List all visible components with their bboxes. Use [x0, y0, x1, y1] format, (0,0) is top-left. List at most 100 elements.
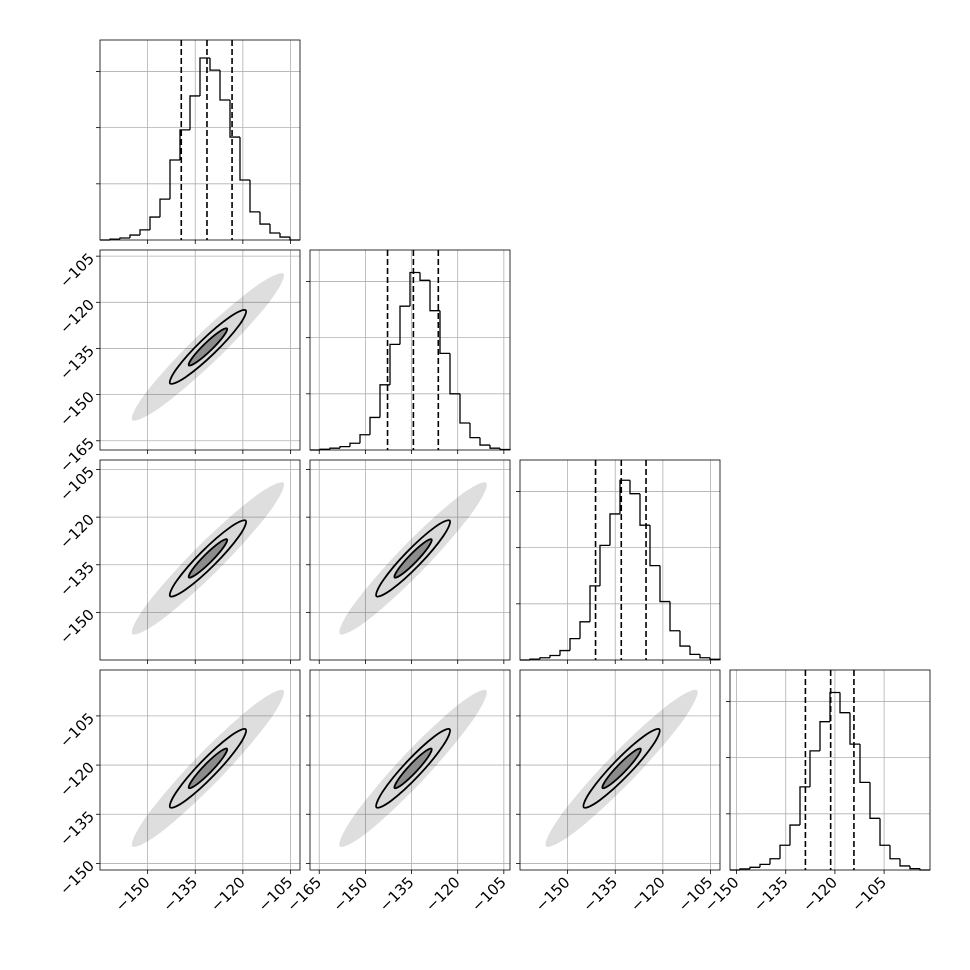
hist-bin — [549, 654, 560, 658]
y-tick-label: −120 — [56, 510, 98, 552]
hist-bin — [199, 57, 210, 96]
panel-frame — [99, 669, 301, 871]
panel-frame — [519, 459, 721, 661]
hist-bin — [389, 343, 400, 385]
panel-frame — [99, 249, 301, 451]
hist-bin — [789, 824, 800, 846]
hist-bin — [229, 100, 240, 138]
hist-bin — [429, 280, 440, 312]
hist-bin — [139, 229, 150, 236]
hist-bin — [569, 638, 580, 651]
hist-bin — [209, 57, 220, 71]
panel-frame — [309, 249, 511, 451]
hist-bin — [339, 445, 350, 449]
hist-bin — [439, 310, 450, 355]
contour — [601, 747, 642, 790]
hist-bin — [269, 224, 280, 234]
hist-bin — [599, 544, 610, 586]
panel: −150 −135 −120 −105−150−135−120−105 — [56, 669, 301, 915]
hist-bin — [129, 234, 140, 238]
density — [131, 689, 285, 847]
hist-bin — [769, 858, 780, 865]
density — [131, 482, 285, 635]
hist-bin — [159, 198, 170, 218]
hist-bin — [609, 513, 620, 546]
hist-bin — [859, 744, 870, 784]
panel-frame — [729, 669, 931, 871]
density — [545, 689, 698, 847]
y-tick-label: −150 — [56, 857, 98, 899]
hist-bin — [459, 393, 470, 424]
hist-bin — [329, 447, 340, 450]
hist-bin — [679, 630, 690, 647]
hist-bin — [759, 863, 770, 868]
hist-bin — [369, 416, 380, 435]
panel — [306, 249, 511, 454]
contour — [393, 747, 433, 790]
hist-bin — [149, 216, 160, 230]
hist-bin — [279, 233, 290, 238]
x-tick-label: −120 — [627, 873, 669, 915]
hist-bin — [669, 601, 680, 632]
y-tick-label: −105 — [56, 709, 98, 751]
hist-bin — [849, 712, 860, 745]
panel-frame — [309, 669, 511, 871]
hist-bin — [179, 129, 190, 160]
contour — [187, 538, 229, 579]
hist-bin — [489, 445, 500, 449]
hist-bin — [639, 493, 650, 526]
hist-bin — [379, 384, 390, 418]
y-tick-label: −135 — [56, 808, 98, 850]
x-tick-label: −135 — [376, 873, 418, 915]
hist-bin — [809, 750, 820, 787]
hist-bin — [819, 721, 830, 751]
density — [339, 482, 487, 635]
hist-bin — [619, 479, 630, 514]
hist-bin — [409, 271, 420, 307]
hist-bin — [889, 845, 900, 860]
panel — [306, 459, 511, 664]
hist-bin — [399, 305, 410, 345]
y-tick-label: −135 — [56, 558, 98, 600]
hist-bin — [419, 272, 430, 281]
hist-bin — [579, 621, 590, 639]
x-tick-label: −120 — [207, 873, 249, 915]
x-tick-label: −135 — [750, 873, 792, 915]
hist-bin — [249, 180, 260, 213]
hist-bin — [259, 211, 270, 225]
hist-bin — [469, 423, 480, 439]
panel: −165−150−135−120−105 — [56, 249, 301, 476]
hist-bin — [119, 237, 130, 240]
density — [339, 689, 487, 847]
hist-bin — [349, 442, 360, 447]
hist-bin — [479, 437, 490, 446]
hist-bin — [629, 480, 640, 495]
panel: −150−135−120−105 — [516, 669, 721, 915]
hist-bin — [539, 657, 550, 660]
hist-bin — [659, 565, 670, 603]
contour — [187, 327, 229, 367]
contour — [393, 538, 433, 579]
panel: −165−150−135−120−105 — [283, 669, 511, 915]
panel-frame — [99, 39, 301, 241]
hist-bin — [839, 692, 850, 714]
hist-bin — [449, 353, 460, 395]
hist-bin — [289, 237, 300, 241]
panel — [96, 39, 301, 244]
x-tick-label: −150 — [112, 873, 154, 915]
hist-bin — [749, 866, 760, 869]
y-tick-label: −120 — [56, 758, 98, 800]
x-tick-label: −135 — [579, 873, 621, 915]
hist-bin — [879, 818, 890, 846]
x-tick-label: −120 — [422, 873, 464, 915]
panel-frame — [519, 669, 721, 871]
y-tick-label: −150 — [56, 388, 98, 430]
panel: −150−135−120−105 — [701, 669, 931, 915]
x-tick-label: −150 — [330, 873, 372, 915]
panel-frame — [99, 459, 301, 661]
hist-bin — [699, 654, 710, 659]
hist-bin — [689, 646, 700, 656]
y-tick-label: −135 — [56, 342, 98, 384]
hist-bin — [909, 865, 920, 870]
